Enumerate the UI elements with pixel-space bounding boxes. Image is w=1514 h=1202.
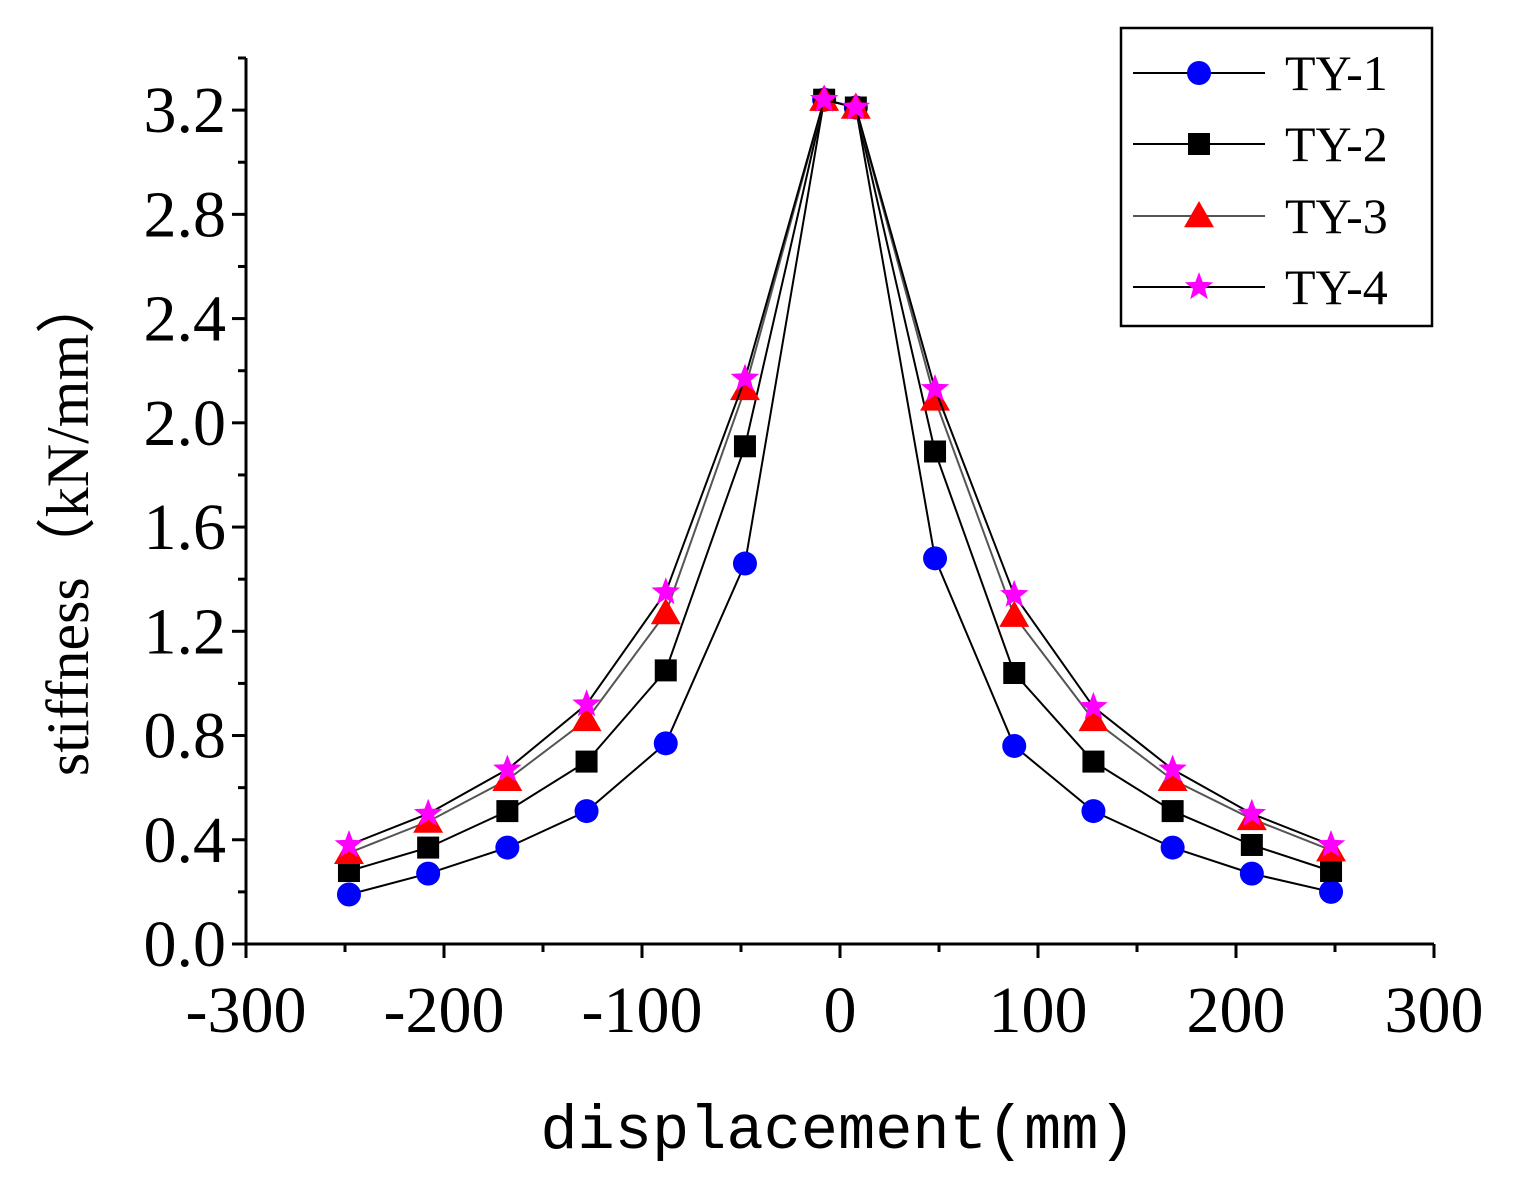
- data-point: [574, 799, 599, 824]
- axes: -300 -200 -100 0 100 200 300 0.0 0.4 0.8 1.2 1.6 2.0…: [144, 56, 1484, 1047]
- y-tick-label: 0.8: [144, 700, 227, 773]
- data-point: [1320, 860, 1343, 883]
- data-point: [1081, 799, 1106, 824]
- data-point: [416, 861, 441, 886]
- data-point: [650, 598, 681, 625]
- x-tick-label: -300: [186, 974, 307, 1047]
- x-tick-label: 200: [1187, 974, 1286, 1047]
- data-point: [1000, 579, 1029, 607]
- data-point: [495, 835, 520, 860]
- data-point: [1079, 691, 1108, 719]
- legend-box: [1119, 26, 1434, 328]
- data-point: [730, 363, 760, 391]
- data-point: [923, 546, 948, 571]
- legend-label: TY-4: [1285, 259, 1388, 315]
- y-tick-label: 2.0: [144, 387, 227, 460]
- x-tick-label: 100: [989, 974, 1088, 1047]
- data-point: [336, 882, 361, 907]
- data-point: [1316, 830, 1346, 858]
- data-point: [572, 689, 601, 717]
- x-tick-label: 300: [1385, 974, 1484, 1047]
- legend-label: TY-1: [1285, 45, 1388, 101]
- x-tick-label: -200: [384, 974, 505, 1047]
- data-point: [733, 435, 756, 458]
- data-point: [920, 384, 950, 411]
- data-point: [809, 84, 839, 112]
- legend-marker: [1187, 61, 1211, 85]
- y-tick-label: 2.4: [144, 283, 227, 356]
- legend-marker: [1184, 272, 1214, 300]
- data-point: [1240, 833, 1263, 856]
- data-point: [732, 551, 757, 576]
- data-point: [920, 374, 950, 401]
- legend: TY-1 TY-2 TY-3 TY-4: [1119, 26, 1434, 328]
- series-line: [348, 98, 1332, 846]
- data-point: [571, 704, 602, 732]
- x-tick-label: -100: [582, 974, 703, 1047]
- data-point: [493, 754, 522, 782]
- data-point: [1319, 879, 1344, 904]
- y-axis-title: stiffness（kN/mm）: [35, 274, 101, 776]
- data-point: [496, 800, 519, 823]
- data-point: [1160, 835, 1185, 860]
- y-tick-label: 2.8: [144, 178, 227, 251]
- data-point: [413, 798, 443, 826]
- y-tick-label: 1.6: [144, 491, 227, 564]
- legend-label: TY-3: [1285, 188, 1388, 244]
- data-point: [417, 836, 440, 859]
- data-point: [841, 92, 871, 120]
- data-point: [334, 830, 364, 858]
- data-point: [1161, 800, 1184, 823]
- data-point: [653, 731, 678, 756]
- y-tick-label: 0.0: [144, 908, 227, 981]
- data-point: [1082, 750, 1105, 773]
- data-point: [575, 750, 598, 773]
- data-point: [1239, 861, 1264, 886]
- data-point: [1002, 733, 1027, 758]
- x-axis-title: displacement(mm): [540, 1096, 1135, 1167]
- legend-marker: [1188, 133, 1210, 155]
- series-TY-4: [334, 84, 1346, 858]
- y-tick-label: 0.4: [144, 804, 227, 877]
- y-tick-label: 3.2: [144, 74, 227, 147]
- data-point: [651, 577, 680, 605]
- data-point: [1237, 798, 1267, 826]
- legend-marker: [1184, 201, 1214, 228]
- data-point: [1078, 704, 1109, 732]
- data-point: [1158, 754, 1187, 782]
- data-point: [730, 373, 760, 401]
- legend-label: TY-2: [1285, 116, 1388, 172]
- series-layer: [334, 84, 1346, 907]
- data-point: [1157, 764, 1188, 792]
- data-point: [654, 659, 677, 682]
- data-point: [337, 860, 360, 883]
- data-point: [999, 600, 1030, 627]
- y-tick-label: 1.2: [144, 595, 227, 668]
- data-point: [492, 764, 523, 792]
- data-point: [1003, 661, 1026, 684]
- x-tick-label: 0: [824, 974, 857, 1047]
- data-point: [924, 440, 947, 463]
